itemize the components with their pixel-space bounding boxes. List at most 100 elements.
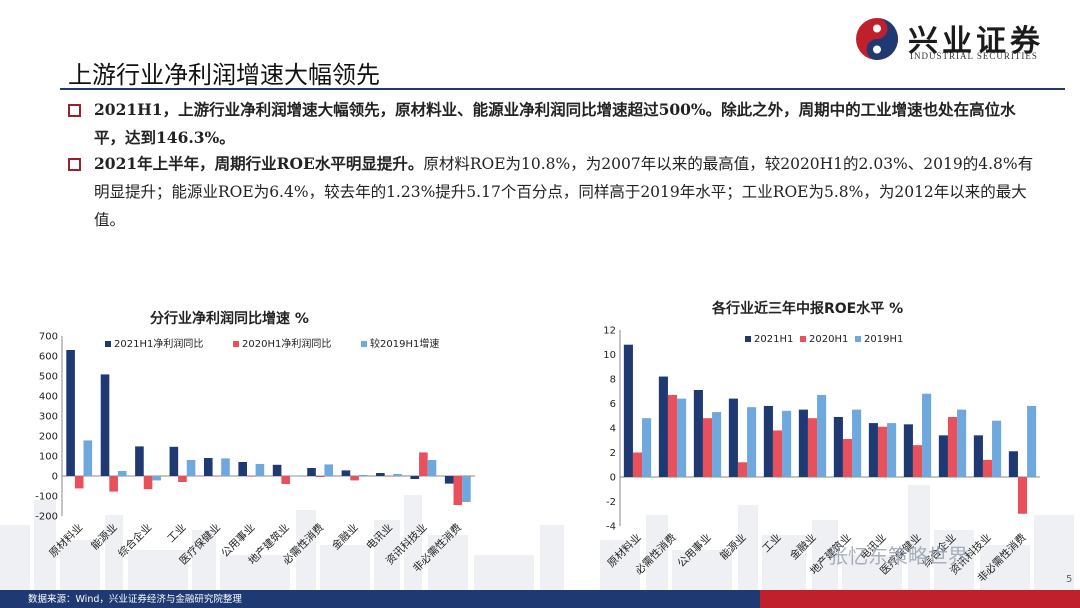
bar-2021H1-医疗保健业 bbox=[903, 424, 913, 477]
legend-label: 2021H1净利润同比 bbox=[114, 337, 203, 350]
bar-2021H1净利润同比-工业 bbox=[169, 446, 179, 476]
bar-2021H1-原材料业 bbox=[623, 344, 633, 477]
y-tick-label: 10 bbox=[603, 350, 616, 361]
bar-2020H1-医疗保健业 bbox=[912, 445, 923, 477]
brand-subtitle: INDUSTRIAL SECURITIES bbox=[910, 51, 1038, 61]
bar-较2019H1增速-医疗保健业 bbox=[221, 458, 230, 476]
legend-swatch bbox=[745, 336, 751, 342]
bar-2021H1净利润同比-电讯业 bbox=[376, 473, 385, 476]
bar-2020H1净利润同比-电讯业 bbox=[384, 476, 394, 477]
x-tick-label: 金融业 bbox=[329, 521, 360, 552]
y-tick-label: 100 bbox=[39, 452, 58, 463]
y-tick-label: -200 bbox=[35, 512, 58, 523]
bar-2019H1-地产建筑业 bbox=[852, 409, 862, 477]
brand-name: 兴业证券 bbox=[908, 24, 1044, 59]
page-number: 5 bbox=[1066, 574, 1073, 585]
bar-较2019H1增速-地产建筑业 bbox=[290, 475, 299, 477]
bar-2019H1-电讯业 bbox=[887, 423, 897, 477]
x-tick-label: 原材料业 bbox=[46, 521, 85, 560]
bullet-square-icon bbox=[68, 104, 81, 117]
bar-2019H1-非必需性消费 bbox=[1027, 405, 1037, 477]
legend-swatch bbox=[361, 341, 367, 347]
bullet-2-lead: 2021年上半年，周期行业ROE水平明显提升。 bbox=[94, 154, 424, 173]
bar-2019H1-原材料业 bbox=[642, 418, 652, 477]
bar-2020H1净利润同比-必需性消费 bbox=[315, 476, 325, 477]
legend-swatch bbox=[800, 336, 806, 342]
y-tick-label: 300 bbox=[39, 412, 58, 423]
x-tick-label: 公用事业 bbox=[675, 531, 714, 570]
legend-label: 2019H1 bbox=[864, 334, 903, 345]
x-tick-label: 金融业 bbox=[787, 531, 818, 562]
bullet-1-lead: 2021H1，上游行业净利润增速大幅领先，原材料业、能源业净利润同比增速超过50… bbox=[94, 100, 1016, 147]
bar-2020H1净利润同比-工业 bbox=[178, 476, 187, 482]
bar-2020H1净利润同比-综合企业 bbox=[143, 476, 153, 490]
bar-2021H1-地产建筑业 bbox=[833, 416, 843, 477]
bar-较2019H1增速-综合企业 bbox=[152, 476, 161, 481]
bar-2021H1净利润同比-能源业 bbox=[100, 374, 110, 476]
y-tick-label: 4 bbox=[610, 424, 616, 435]
legend-swatch bbox=[105, 341, 111, 347]
bar-2020H1-公用事业 bbox=[702, 418, 713, 477]
bullet-2: 2021年上半年，周期行业ROE水平明显提升。原材料ROE为10.8%，为200… bbox=[68, 150, 1043, 234]
legend-swatch bbox=[233, 341, 239, 347]
bar-2020H1净利润同比-资讯科技业 bbox=[419, 452, 428, 476]
bar-2020H1-工业 bbox=[772, 430, 783, 477]
bar-较2019H1增速-公用事业 bbox=[255, 464, 265, 476]
page-title: 上游行业净利润增速大幅领先 bbox=[68, 61, 380, 89]
x-tick-label: 工业 bbox=[165, 522, 188, 545]
y-tick-label: 0 bbox=[610, 473, 616, 484]
x-tick-label: 电讯业 bbox=[364, 521, 395, 552]
bar-较2019H1增速-能源业 bbox=[117, 471, 127, 476]
bar-2021H1净利润同比-金融业 bbox=[341, 470, 351, 476]
y-tick-label: 400 bbox=[39, 392, 58, 403]
bar-2020H1-电讯业 bbox=[877, 426, 888, 477]
skyline-background bbox=[0, 485, 1074, 590]
bar-2021H1净利润同比-资讯科技业 bbox=[410, 476, 420, 479]
bullet-square-icon bbox=[68, 158, 81, 171]
bar-2021H1-公用事业 bbox=[693, 390, 703, 477]
bar-2021H1-必需性消费 bbox=[658, 376, 668, 477]
bar-2021H1净利润同比-原材料业 bbox=[66, 350, 75, 476]
bar-2020H1-必需性消费 bbox=[667, 394, 678, 477]
bullet-1: 2021H1，上游行业净利润增速大幅领先，原材料业、能源业净利润同比增速超过50… bbox=[68, 96, 1043, 152]
bar-2019H1-能源业 bbox=[747, 407, 757, 477]
footer-accent bbox=[760, 590, 1080, 608]
bar-2020H1净利润同比-非必需性消费 bbox=[453, 476, 463, 505]
bar-2020H1净利润同比-原材料业 bbox=[74, 476, 84, 489]
bar-2020H1-能源业 bbox=[737, 462, 748, 477]
bar-2020H1-非必需性消费 bbox=[1017, 477, 1028, 514]
y-tick-label: -2 bbox=[606, 497, 616, 508]
bar-2021H1-金融业 bbox=[798, 409, 808, 477]
bar-2021H1净利润同比-地产建筑业 bbox=[272, 464, 282, 476]
chart-roe-level: -4-2024681012原材料业必需性消费公用事业 能源业 工业 金融业地产建筑业电… bbox=[603, 326, 1040, 583]
bar-2019H1-必需性消费 bbox=[677, 398, 687, 477]
legend-label: 2020H1净利润同比 bbox=[242, 337, 331, 350]
bar-较2019H1增速-资讯科技业 bbox=[427, 460, 437, 476]
bar-2021H1-工业 bbox=[763, 405, 773, 477]
bar-较2019H1增速-必需性消费 bbox=[324, 464, 334, 476]
y-tick-label: 6 bbox=[610, 399, 616, 410]
y-tick-label: 8 bbox=[610, 375, 616, 386]
bar-2020H1-原材料业 bbox=[632, 452, 643, 477]
bullet-2-rest: 原材料ROE为10.8%，为2007年以来的最高值，较2020H1的2.03%、… bbox=[94, 155, 1034, 229]
bar-较2019H1增速-工业 bbox=[186, 460, 196, 476]
x-tick-label: 工业 bbox=[760, 532, 783, 555]
bar-2019H1-综合企业 bbox=[957, 409, 967, 477]
bar-2021H1净利润同比-综合企业 bbox=[135, 446, 144, 476]
bar-2021H1净利润同比-医疗保健业 bbox=[203, 458, 213, 476]
bar-2021H1净利润同比-必需性消费 bbox=[307, 468, 316, 476]
bar-2021H1-电讯业 bbox=[868, 423, 878, 477]
legend-swatch bbox=[855, 336, 861, 342]
watermark-text: 张忆东策略世界 bbox=[828, 544, 968, 568]
y-tick-label: 700 bbox=[39, 332, 58, 343]
bar-2020H1-金融业 bbox=[807, 418, 818, 477]
bar-2020H1-资讯科技业 bbox=[982, 459, 993, 477]
bar-2019H1-医疗保健业 bbox=[922, 393, 932, 477]
bar-2019H1-工业 bbox=[782, 410, 792, 477]
bar-较2019H1增速-电讯业 bbox=[393, 474, 402, 476]
bar-2019H1-金融业 bbox=[817, 394, 827, 477]
bar-较2019H1增速-金融业 bbox=[358, 475, 368, 476]
x-tick-label: 能源业 bbox=[717, 531, 748, 562]
y-tick-label: 500 bbox=[39, 372, 58, 383]
y-tick-label: 600 bbox=[39, 352, 58, 363]
